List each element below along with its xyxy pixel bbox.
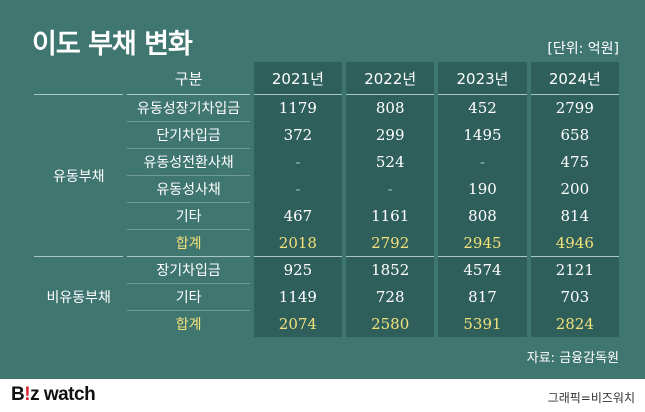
total-row: 합계 2018 2792 2945 4946 (34, 229, 619, 256)
table-row: 유동부채 유동성장기차입금 1179 808 452 2799 (34, 94, 619, 256)
group-label: 비유동부채 (34, 256, 124, 337)
value-cell: 1495 (438, 121, 527, 148)
bizwatch-logo: B!z watch (11, 384, 96, 406)
value-cell: 703 (530, 283, 619, 310)
value-cell: - (438, 148, 527, 175)
header-year: 2023년 (438, 62, 527, 94)
value-cell: 524 (346, 148, 435, 175)
unit-label: [단위: 억원] (547, 41, 619, 57)
header-row: 구분 2021년 2022년 2023년 2024년 (34, 62, 619, 94)
value-cell: - (253, 175, 343, 202)
value-cell: 728 (346, 283, 435, 310)
row-label: 장기차입금 (127, 256, 250, 283)
table-body: 유동부채 유동성장기차입금 1179 808 452 2799 단기차입금 372 299 149… (34, 94, 619, 337)
value-cell: 190 (438, 175, 527, 202)
value-cell: 2074 (253, 310, 343, 337)
value-cell: 1149 (253, 283, 343, 310)
value-cell: 925 (253, 256, 343, 283)
header-year: 2024년 (530, 62, 619, 94)
value-cell: 467 (253, 202, 343, 229)
table-row: 기타 1149 728 817 703 (34, 283, 619, 310)
value-cell: 1179 (253, 94, 343, 121)
value-cell: 814 (530, 202, 619, 229)
logo-rest: z watch (30, 384, 96, 405)
header-label: 구분 (174, 69, 203, 88)
value-cell: 1161 (346, 202, 435, 229)
value-cell: 200 (530, 175, 619, 202)
header-blank (34, 62, 123, 94)
value-cell: 2580 (346, 310, 435, 337)
value-cell: 299 (346, 121, 435, 148)
row-label: 합계 (127, 229, 250, 256)
table-row: 비유동부채 장기차입금 925 1852 4574 2121 (34, 256, 619, 337)
table-row: 유동성전환사채 -524-475 (34, 148, 619, 175)
debt-table: 구분 2021년 2022년 2023년 2024년 유동부채 유동성장기차입금 1… (30, 62, 623, 337)
footer-bar: B!z watch 그래픽=비즈워치 (0, 379, 645, 412)
row-label: 유동성장기차입금 (127, 94, 250, 121)
value-cell: 658 (530, 121, 619, 148)
value-cell: 475 (530, 148, 619, 175)
row-label: 합계 (127, 310, 250, 337)
row-label: 유동성사채 (127, 175, 250, 202)
value-cell: 4946 (530, 229, 619, 256)
logo-b: B (11, 384, 25, 405)
group-label: 유동부채 (34, 94, 124, 256)
value-cell: 452 (438, 94, 527, 121)
value-cell: 2824 (530, 310, 619, 337)
value-cell: 2018 (253, 229, 343, 256)
graphic-credit: 그래픽=비즈워치 (547, 391, 635, 405)
row-label: 단기차입금 (127, 121, 250, 148)
value-cell: 372 (253, 121, 343, 148)
value-cell: - (253, 148, 343, 175)
value-cell: 2799 (530, 94, 619, 121)
chart-title: 이도 부채 변화 (32, 29, 193, 60)
source-note: 자료: 금융감독원 (526, 351, 619, 366)
value-cell: 817 (438, 283, 527, 310)
row-label: 기타 (127, 283, 250, 310)
header-year: 2022년 (346, 62, 435, 94)
header-year: 2021년 (253, 62, 343, 94)
row-label: 기타 (127, 202, 250, 229)
value-cell: 2945 (438, 229, 527, 256)
value-cell: 4574 (438, 256, 527, 283)
value-cell: 2792 (346, 229, 435, 256)
value-cell: 2121 (530, 256, 619, 283)
logo-bang: ! (24, 384, 31, 405)
value-cell: - (346, 175, 435, 202)
total-row: 합계 2074 2580 5391 2824 (34, 310, 619, 337)
table-row: 단기차입금 372 299 1495 658 (34, 121, 619, 148)
row-label: 유동성전환사채 (127, 148, 250, 175)
value-cell: 808 (346, 94, 435, 121)
value-cell: 1852 (346, 256, 435, 283)
table-row: 유동성사채 - -190 200 (34, 175, 619, 202)
value-cell: 5391 (438, 310, 527, 337)
value-cell: 808 (438, 202, 527, 229)
table-row: 기타 467 1161 808 814 (34, 202, 619, 229)
